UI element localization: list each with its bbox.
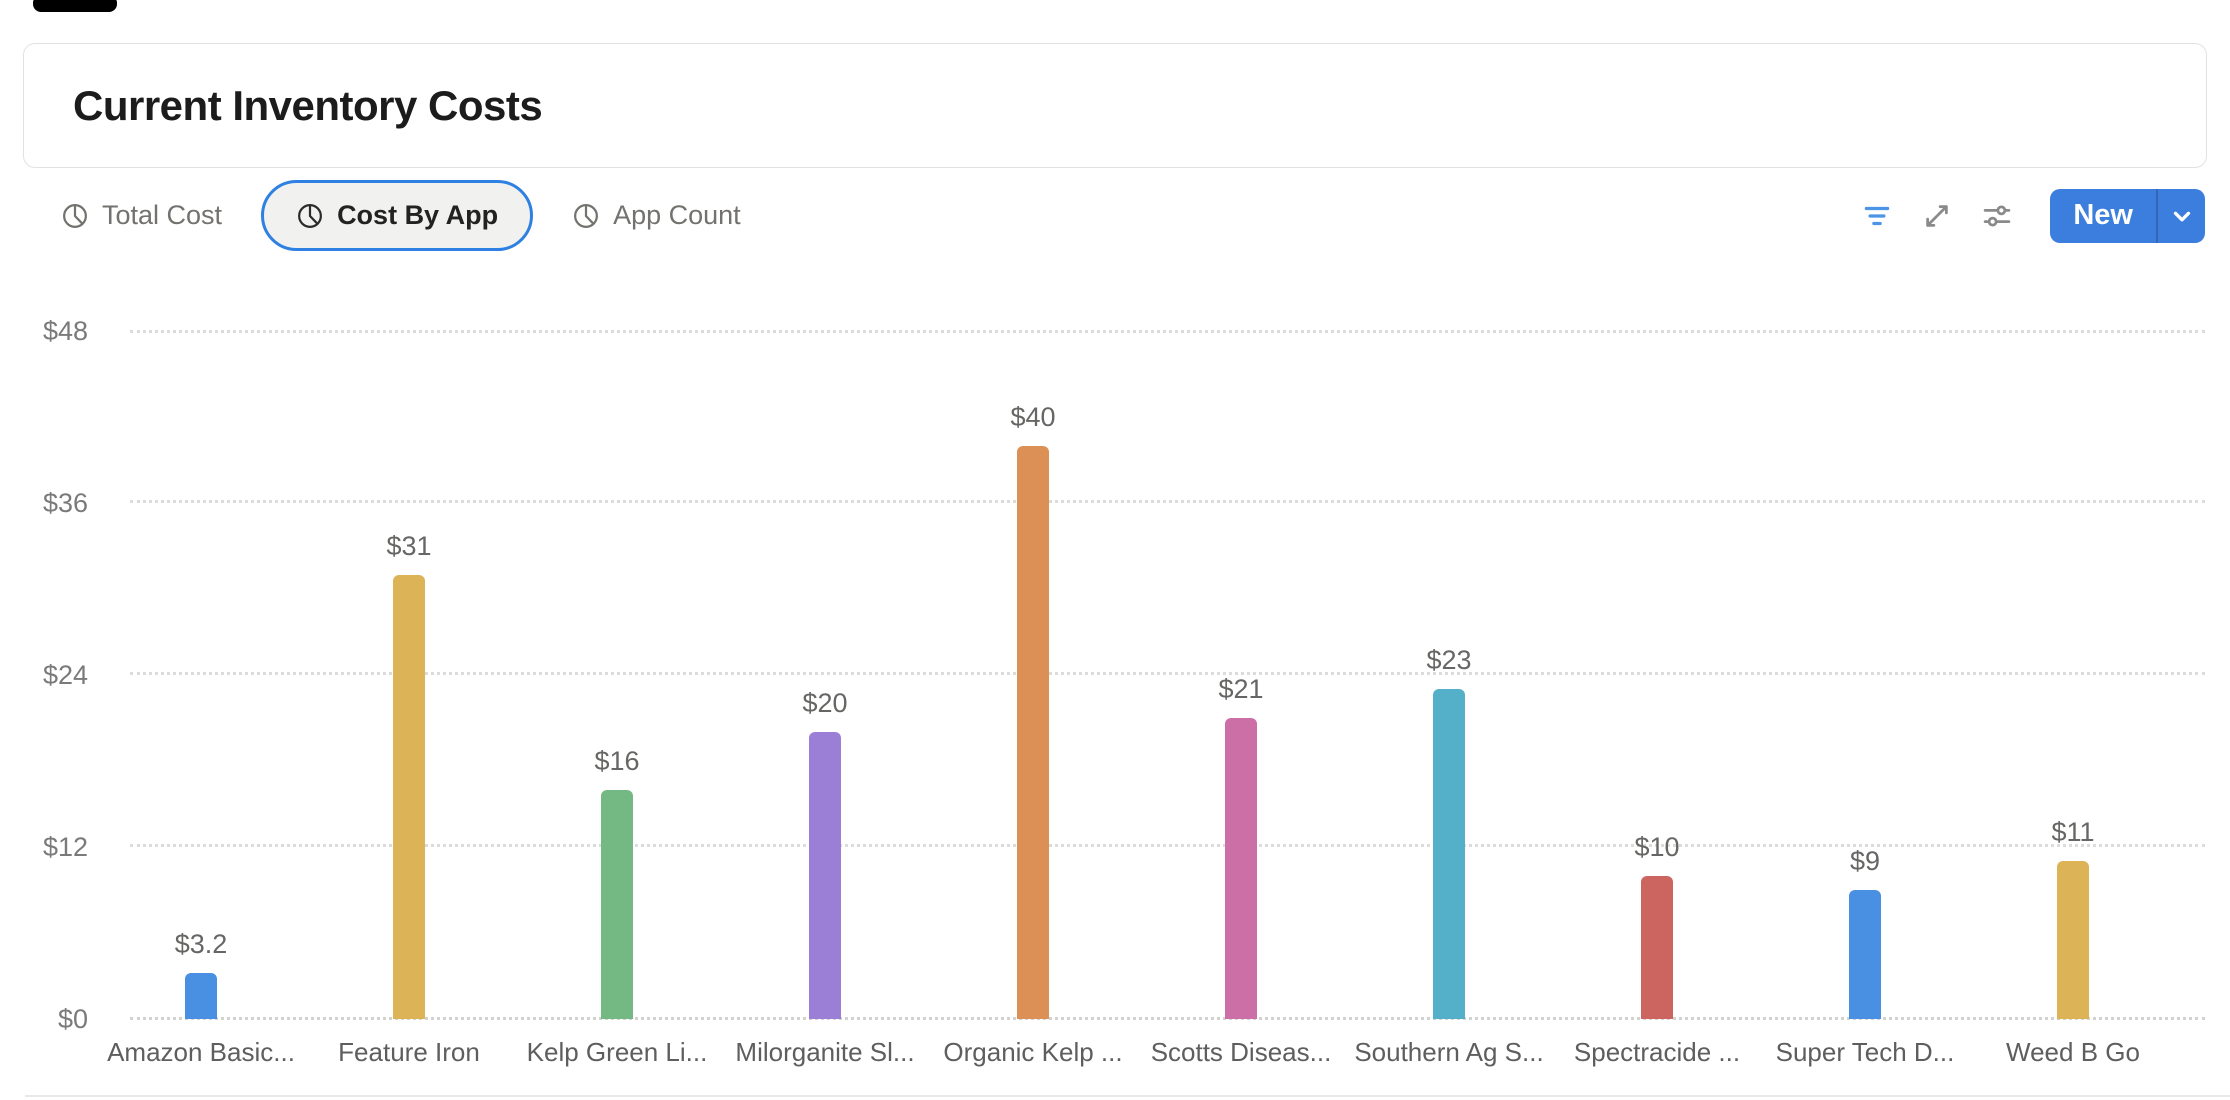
- bar[interactable]: [1225, 718, 1257, 1019]
- bar-column: $10: [1553, 331, 1761, 1019]
- expand-icon[interactable]: [1922, 201, 1952, 231]
- chevron-down-icon: [2173, 211, 2190, 221]
- pie-chart-icon: [63, 203, 87, 228]
- gridline-12: [130, 844, 2205, 847]
- sliders-icon[interactable]: [1982, 201, 2012, 231]
- cutoff-black-pill: [33, 0, 117, 12]
- tab-label: App Count: [613, 200, 741, 230]
- new-button[interactable]: New: [2050, 189, 2156, 243]
- new-button-label: New: [2073, 199, 2133, 231]
- bar-value-label: $20: [802, 688, 848, 719]
- page-title: Current Inventory Costs: [73, 81, 543, 129]
- x-axis-label: Milorganite Sl...: [735, 1037, 915, 1067]
- x-axis-label: Feature Iron: [338, 1037, 480, 1067]
- bar-value-label: $10: [1634, 831, 1680, 862]
- bar[interactable]: [1433, 689, 1465, 1019]
- new-split-button: New: [2050, 188, 2205, 243]
- x-axis-label: Super Tech D...: [1775, 1037, 1955, 1067]
- y-axis-tick: $48: [42, 316, 88, 346]
- gridline-24: [130, 672, 2205, 675]
- bar-column: $23: [1345, 331, 1553, 1019]
- x-axis-label: Organic Kelp ...: [943, 1037, 1123, 1067]
- bar[interactable]: [185, 973, 217, 1019]
- pie-chart-icon: [574, 203, 599, 228]
- chart-title-input[interactable]: Current Inventory Costs: [23, 43, 2207, 168]
- bar[interactable]: [809, 732, 841, 1019]
- bar-value-label: $9: [1849, 846, 1881, 876]
- bar-chart-plot: $3.2 $31 $16 $20 $40 $21 $23 $10 $9 $11: [97, 331, 2177, 1019]
- bar-column: $40: [929, 331, 1137, 1019]
- bar-value-label: $11: [2051, 817, 2095, 848]
- bar-value-label: $31: [386, 530, 432, 561]
- y-axis-tick: $0: [57, 1004, 88, 1034]
- tab-label: Cost By App: [337, 200, 499, 230]
- gridline-48: [130, 330, 2205, 333]
- bar-column: $20: [721, 331, 929, 1019]
- x-axis-label: Weed B Go: [2006, 1037, 2140, 1067]
- bar[interactable]: [393, 574, 425, 1019]
- filter-icon[interactable]: [1862, 201, 1892, 231]
- bar[interactable]: [1641, 875, 1673, 1019]
- x-axis-label: Scotts Diseas...: [1150, 1037, 1332, 1067]
- bar[interactable]: [601, 789, 633, 1019]
- y-axis-tick: $12: [42, 832, 88, 862]
- bar-column: $16: [513, 331, 721, 1019]
- new-dropdown-button[interactable]: [2158, 189, 2205, 243]
- y-axis-tick: $24: [42, 660, 88, 690]
- bar-value-label: $40: [1010, 401, 1056, 432]
- new-button-divider: [2156, 188, 2158, 243]
- x-axis-label: Southern Ag S...: [1354, 1037, 1544, 1067]
- bar-value-label: $21: [1218, 674, 1264, 704]
- gridline-0: [130, 1017, 2205, 1020]
- chart-gridlines: [130, 330, 2205, 1020]
- bar-value-label: $23: [1426, 645, 1472, 676]
- tab-app-count[interactable]: App Count: [549, 180, 764, 251]
- x-axis-label: Amazon Basic...: [107, 1037, 295, 1067]
- bar[interactable]: [1017, 445, 1049, 1019]
- bar[interactable]: [1849, 890, 1881, 1019]
- bar-value-label: $16: [594, 745, 640, 776]
- bar-column: $3.2: [97, 331, 305, 1019]
- tab-total-cost[interactable]: Total Cost: [38, 180, 245, 251]
- x-axis-label: Kelp Green Li...: [526, 1037, 708, 1067]
- x-axis-labels: Amazon Basic... Feature Iron Kelp Green Li…: [97, 1037, 2177, 1068]
- bar-column: $9: [1761, 331, 1969, 1019]
- view-tabs: Total Cost Cost By App App Count: [38, 178, 764, 253]
- bar-column: $11: [1969, 331, 2177, 1019]
- y-axis-tick: $36: [42, 488, 88, 518]
- pie-chart-icon: [298, 203, 323, 228]
- bar-value-label: $3.2: [174, 929, 228, 960]
- bar-column: $21: [1137, 331, 1345, 1019]
- bottom-divider: [25, 1095, 2230, 1097]
- tab-cost-by-app[interactable]: Cost By App: [261, 180, 534, 251]
- gridline-36: [130, 500, 2205, 503]
- x-axis-label: Spectracide ...: [1573, 1037, 1741, 1067]
- bar[interactable]: [2057, 861, 2089, 1019]
- bar-column: $31: [305, 331, 513, 1019]
- toolbar: New: [1862, 178, 2205, 253]
- tab-label: Total Cost: [102, 200, 223, 230]
